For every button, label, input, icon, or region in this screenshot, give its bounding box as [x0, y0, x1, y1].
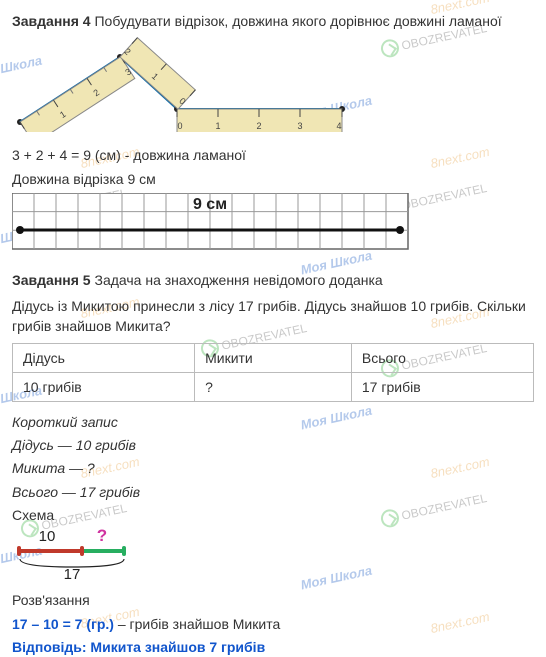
- solve-tail: – грибів знайшов Микита: [114, 616, 280, 632]
- rulers-diagram: 0 1 2 3 2 1 0 0: [12, 37, 534, 135]
- td-didus: 10 грибів: [13, 372, 195, 401]
- table-row: Дідусь Микити Всього: [13, 343, 534, 372]
- svg-text:2: 2: [256, 121, 261, 131]
- short-line: Микита — ?: [12, 458, 534, 478]
- task5-title: Завдання 5 Задача на знаходження невідом…: [12, 270, 534, 290]
- segment-grid: 9 см: [12, 193, 534, 256]
- segment-label: 9 см: [193, 196, 227, 213]
- th-mykyta: Микити: [195, 343, 352, 372]
- task5-body: Дідусь із Микитою принесли з лісу 17 гри…: [12, 296, 534, 337]
- task4-title-rest: Побудувати відрізок, довжина якого дорів…: [91, 13, 502, 29]
- answer: Відповідь: Микита знайшов 7 грибів: [12, 637, 534, 657]
- th-total: Всього: [351, 343, 533, 372]
- svg-text:4: 4: [336, 121, 341, 131]
- svg-text:0: 0: [177, 121, 182, 131]
- task5-title-rest: Задача на знаходження невідомого доданка: [91, 272, 383, 288]
- svg-text:1: 1: [215, 121, 220, 131]
- th-didus: Дідусь: [13, 343, 195, 372]
- task4-calc: 3 + 2 + 4 = 9 (см) - довжина ламаної: [12, 145, 534, 165]
- task5-title-bold: Завдання 5: [12, 272, 91, 288]
- task4-result: Довжина відрізка 9 см: [12, 169, 534, 189]
- svg-text:3: 3: [297, 121, 302, 131]
- schema-label: Схема: [12, 505, 534, 525]
- table-row: 10 грибів ? 17 грибів: [13, 372, 534, 401]
- schema-top-left: 10: [39, 529, 56, 545]
- td-total: 17 грибів: [351, 372, 533, 401]
- schema-diagram: 10 ? 17: [12, 529, 534, 582]
- solve-label: Розв'язання: [12, 590, 534, 610]
- task4-title: Завдання 4 Побудувати відрізок, довжина …: [12, 11, 534, 31]
- short-line: Дідусь — 10 грибів: [12, 435, 534, 455]
- schema-top-right: ?: [97, 529, 107, 545]
- task4-title-bold: Завдання 4: [12, 13, 91, 29]
- td-mykyta: ?: [195, 372, 352, 401]
- solve-eq: 17 – 10 = 7 (гр.): [12, 616, 114, 632]
- task5-table: Дідусь Микити Всього 10 грибів ? 17 гриб…: [12, 343, 534, 402]
- short-title: Короткий запис: [12, 412, 534, 432]
- short-line: Всього — 17 грибів: [12, 482, 534, 502]
- schema-bottom: 17: [64, 566, 81, 579]
